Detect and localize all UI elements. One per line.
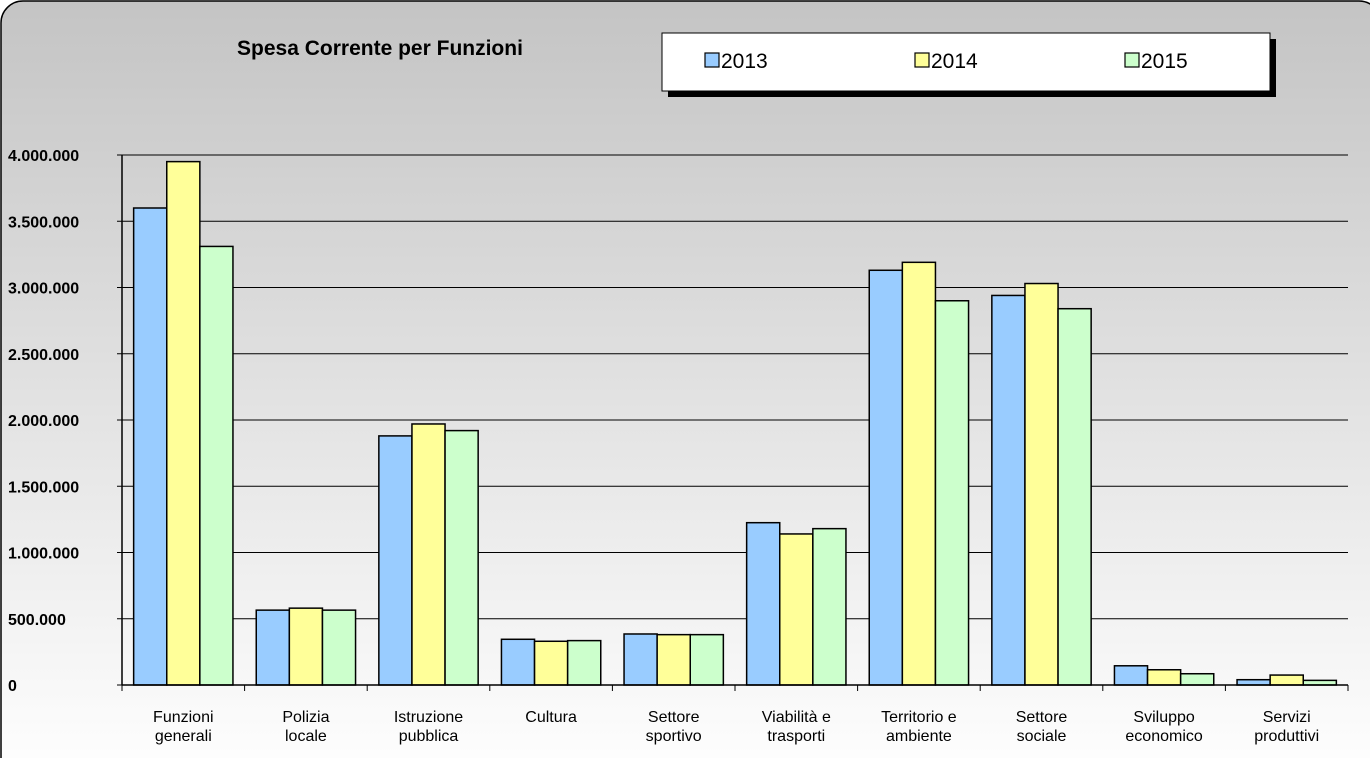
bar: [321, 609, 357, 686]
bar: [199, 245, 234, 686]
x-tick-label: Funzioni generali: [153, 709, 213, 745]
legend-swatch: [704, 52, 720, 68]
y-tick-label: 1.000.000: [8, 546, 79, 563]
bar: [165, 160, 201, 686]
x-tick-label: Cultura: [525, 709, 577, 726]
bar: [1113, 665, 1149, 686]
bar: [934, 300, 970, 686]
bar: [566, 639, 602, 686]
x-tick-label: Territorio e ambiente: [881, 709, 957, 745]
bar: [132, 207, 168, 686]
bar: [288, 607, 324, 686]
bar: [500, 638, 536, 686]
bar: [1024, 282, 1059, 686]
bar: [745, 521, 781, 686]
x-tick-label: Istruzione pubblica: [394, 709, 463, 745]
legend-label: 2015: [1141, 50, 1188, 73]
bar: [533, 640, 569, 686]
legend: [661, 32, 1271, 92]
x-tick-label: Servizi produttivi: [1254, 709, 1319, 745]
y-tick-label: 2.000.000: [8, 413, 79, 430]
y-tick-label: 500.000: [8, 612, 66, 629]
legend-swatch: [914, 52, 930, 68]
y-tick-label: 3.000.000: [8, 281, 79, 298]
x-tick-label: Sviluppo economico: [1125, 709, 1202, 745]
y-tick-label: 2.500.000: [8, 347, 79, 364]
bar: [991, 294, 1026, 686]
bar: [812, 527, 847, 686]
legend-swatch: [1124, 52, 1140, 68]
bar: [868, 269, 904, 686]
x-tick-label: Polizia locale: [282, 709, 329, 745]
bar: [1269, 674, 1305, 686]
chart-title: Spesa Corrente per Funzioni: [237, 37, 523, 60]
bar: [778, 533, 814, 686]
bar: [1057, 307, 1092, 686]
y-tick-label: 3.500.000: [8, 214, 79, 231]
bar: [1179, 672, 1215, 686]
bar: [901, 261, 937, 686]
x-tick-label: Viabilità e trasporti: [762, 709, 831, 745]
bar: [255, 609, 291, 686]
y-tick-label: 1.500.000: [8, 479, 79, 496]
bar: [378, 435, 413, 686]
y-tick-label: 0: [8, 678, 17, 695]
legend-label: 2013: [721, 50, 768, 73]
bar: [656, 633, 692, 686]
bar: [411, 423, 446, 686]
y-tick-label: 4.000.000: [8, 148, 79, 165]
bar: [623, 633, 658, 686]
bar: [444, 429, 479, 686]
bar: [1146, 669, 1182, 686]
legend-label: 2014: [931, 50, 978, 73]
bar: [1236, 678, 1271, 686]
bar: [689, 633, 725, 686]
x-tick-label: Settore sociale: [1016, 709, 1068, 745]
x-tick-label: Settore sportivo: [646, 709, 702, 745]
